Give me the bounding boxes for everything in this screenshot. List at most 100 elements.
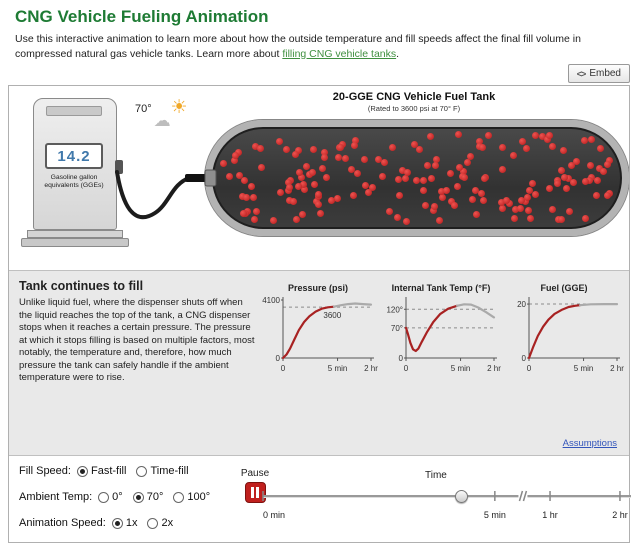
gas-molecule [477,189,485,197]
x-tick-label: 2 hr [364,364,378,373]
gas-molecule [335,154,343,162]
tank-subtitle: (Rated to 3600 psi at 70° F) [367,104,461,113]
animation-container: 14.2 Gasoline gallon equivalents (GGEs) … [8,85,633,543]
time-slider-handle[interactable] [455,489,469,503]
gas-molecule [476,137,484,145]
assumptions-link[interactable]: Assumptions [562,438,617,449]
chart-pressure-psi: Pressure (psi) 3600 4100 0 0 5 min 2 hr [257,283,379,387]
animation-speed-option-1x[interactable]: 1x [111,517,137,529]
radio-icon [173,491,185,503]
radio-icon [98,491,110,503]
gas-molecule [557,167,565,175]
series-elapsed [527,304,582,360]
y-tick-label: 0 [522,354,527,363]
gas-molecule [298,211,306,219]
gas-molecule [404,169,412,176]
slider-tick-label-2-hr: 2 hr [612,510,628,520]
gas-molecule [424,161,432,169]
gas-molecule [512,206,520,214]
gas-molecule [327,196,335,204]
gas-molecule [517,196,525,204]
gas-molecule [293,216,301,224]
embed-button[interactable]: <> Embed [567,64,630,83]
gas-molecule [240,176,248,184]
cloud-icon: ☁ [153,111,171,130]
pause-icon [251,487,254,498]
control-row-ambient-temp: Ambient Temp: 0° 70° 100° [19,484,220,510]
gas-molecule [595,164,603,172]
gas-molecule [239,192,247,200]
gas-molecule [600,168,608,176]
gas-molecule [560,174,568,182]
gas-molecule [560,146,568,154]
gas-molecule [364,188,372,196]
status-panel: Tank continues to fill Unlike liquid fue… [9,270,629,456]
gas-molecule [300,185,308,193]
ambient-temp-option-100[interactable]: 100° [173,491,210,503]
embed-label: Embed [589,68,621,79]
gas-molecule [450,202,458,210]
status-body: Unlike liquid fuel, where the dispenser … [19,297,255,384]
gas-molecule [524,194,532,202]
reference-label: 3600 [323,311,341,320]
gas-molecule [419,177,427,185]
series-projected [578,303,619,307]
gas-molecule [562,184,570,192]
gas-molecule [285,196,293,204]
gas-molecule [522,197,530,205]
gas-molecule [270,217,278,225]
ambient-temp-option-0[interactable]: 0° [98,491,123,503]
radio-groups: Fill Speed: Fast-fill Time-fill Ambient Tem… [19,458,220,536]
control-row-fill-speed: Fill Speed: Fast-fill Time-fill [19,458,220,484]
gas-molecule [603,160,611,168]
gas-molecule [532,132,540,140]
x-tick-label: 5 min [328,364,348,373]
fill-speed-option-time-fill[interactable]: Time-fill [136,465,189,477]
y-tick-label: 4100 [262,296,280,305]
gas-molecule [316,210,324,218]
gas-molecule [242,193,250,201]
x-tick-label: 0 [404,364,409,373]
x-tick-label: 5 min [574,364,594,373]
gas-molecule [592,192,600,200]
control-row-animation-speed: Animation Speed: 1x 2x [19,510,220,536]
gas-molecule [303,162,311,170]
gas-molecule [420,186,428,194]
gas-molecule [461,174,469,182]
gas-molecule [549,143,557,151]
gas-molecule [305,170,313,178]
chart-plot: 3600 4100 00 5 min 2 hr [262,296,378,373]
ambient-temp-indicator: 70° ☀ ☁ [135,97,188,130]
radio-option-label: Fast-fill [90,465,127,477]
gas-molecule [569,179,577,187]
animation-speed-option-2x[interactable]: 2x [147,517,173,529]
gas-molecule [276,137,284,145]
gas-molecule [442,187,450,195]
ambient-temp-option-70[interactable]: 70° [132,491,163,503]
gas-molecule [235,172,243,180]
dispenser-display: 14.2 [45,143,103,169]
y-tick-label: 20 [517,300,526,309]
gas-molecule [429,206,437,214]
fuel-dispenser: 14.2 Gasoline gallon equivalents (GGEs) [33,98,117,230]
pause-button[interactable] [244,482,266,503]
fill-speed-option-fast-fill[interactable]: Fast-fill [76,465,127,477]
dispenser-vent [46,106,102,116]
animation-speed-label: Animation Speed: [19,517,106,529]
gas-molecule [525,187,533,195]
gas-molecule [548,205,556,213]
gas-molecule [573,157,581,165]
gas-molecule [296,168,304,176]
slider-track[interactable] [261,488,633,504]
gas-molecule [538,133,546,141]
gas-molecule [290,197,298,205]
gas-molecule [427,174,435,182]
fill-speed-label: Fill Speed: [19,465,71,477]
gas-molecule [581,178,589,186]
cng-tanks-link[interactable]: filling CNG vehicle tanks [282,47,397,60]
gas-molecule [467,152,475,160]
gas-molecule [282,145,290,153]
code-icon: <> [576,68,586,79]
gas-molecule [360,155,368,163]
